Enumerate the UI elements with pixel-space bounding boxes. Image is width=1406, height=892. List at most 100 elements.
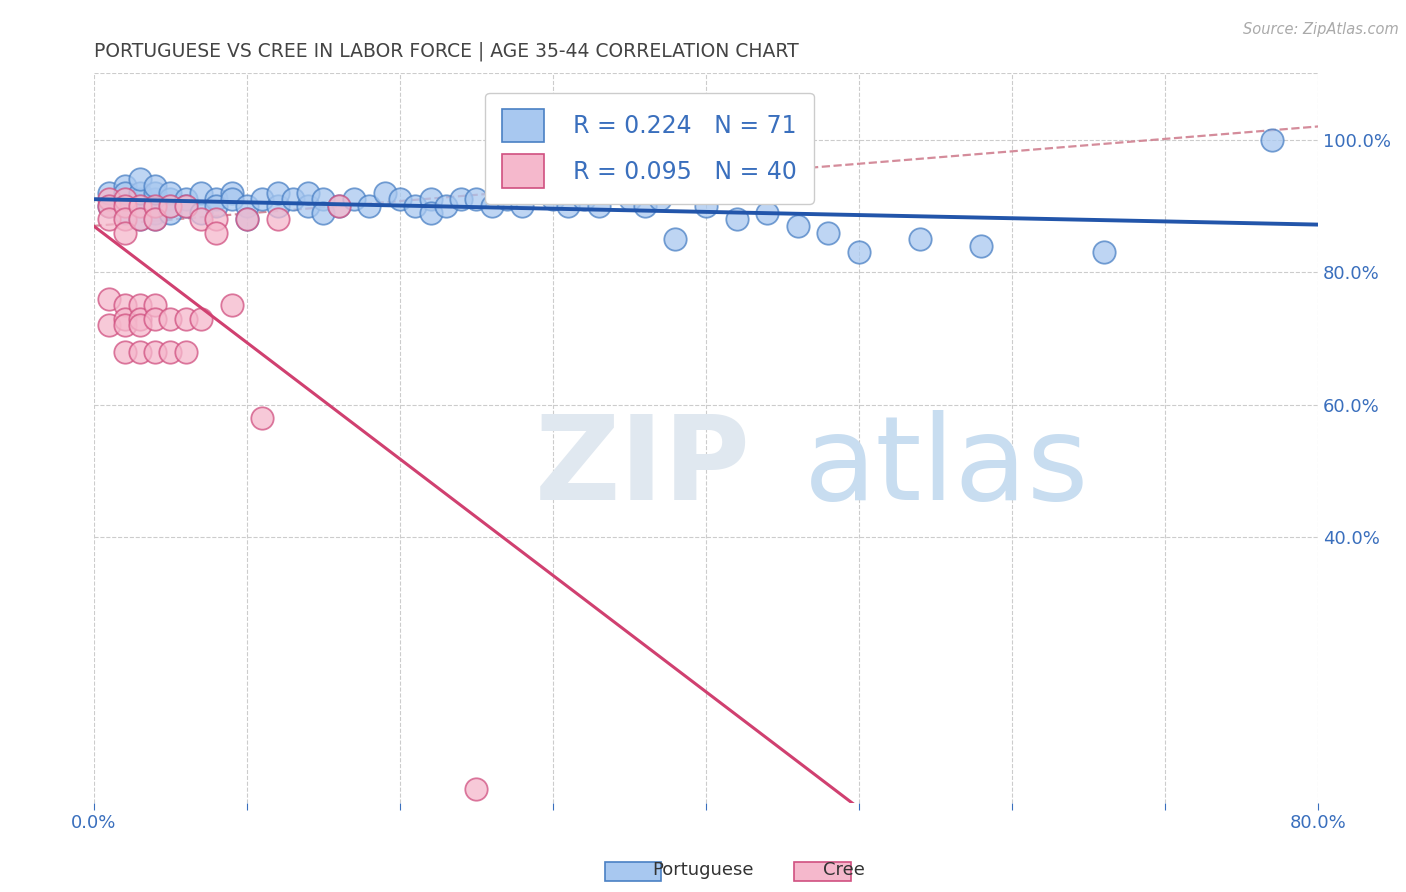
Point xyxy=(174,193,197,207)
Point xyxy=(328,199,350,213)
Point xyxy=(634,199,657,213)
Point xyxy=(205,193,228,207)
Point xyxy=(664,232,686,246)
Point xyxy=(143,212,166,227)
Point xyxy=(557,199,579,213)
Point xyxy=(159,193,181,207)
Point xyxy=(190,186,212,200)
Point xyxy=(128,318,150,333)
Point xyxy=(205,199,228,213)
Point xyxy=(434,199,457,213)
Point xyxy=(910,232,932,246)
Point xyxy=(496,193,519,207)
Point xyxy=(388,193,411,207)
Point xyxy=(572,193,595,207)
Point xyxy=(143,205,166,219)
Point xyxy=(159,311,181,326)
Point xyxy=(266,186,288,200)
Point xyxy=(817,226,839,240)
Point xyxy=(786,219,808,233)
Point xyxy=(143,199,166,213)
Point xyxy=(221,186,243,200)
Text: atlas: atlas xyxy=(804,409,1090,524)
Point xyxy=(695,199,717,213)
Point xyxy=(128,212,150,227)
Point xyxy=(159,344,181,359)
Point xyxy=(128,298,150,312)
Point xyxy=(312,193,335,207)
Point xyxy=(143,212,166,227)
Point xyxy=(1092,245,1115,260)
Point xyxy=(541,193,564,207)
Point xyxy=(98,292,121,306)
Point xyxy=(756,205,779,219)
Point xyxy=(114,186,136,200)
Text: ZIP: ZIP xyxy=(534,409,751,524)
Point xyxy=(174,344,197,359)
Point xyxy=(236,212,259,227)
Point xyxy=(128,212,150,227)
Point xyxy=(221,298,243,312)
Point xyxy=(190,205,212,219)
Point xyxy=(143,193,166,207)
Point xyxy=(98,199,121,213)
Point xyxy=(419,205,441,219)
Text: Cree: Cree xyxy=(823,861,865,879)
Point xyxy=(114,205,136,219)
Point xyxy=(465,193,488,207)
Point xyxy=(419,193,441,207)
Point xyxy=(343,193,366,207)
Point xyxy=(128,344,150,359)
Point xyxy=(266,199,288,213)
Point xyxy=(588,199,610,213)
Point xyxy=(281,193,304,207)
Legend:   R = 0.224   N = 71,   R = 0.095   N = 40: R = 0.224 N = 71, R = 0.095 N = 40 xyxy=(485,93,814,204)
Point xyxy=(205,226,228,240)
Point xyxy=(114,298,136,312)
Point xyxy=(725,212,748,227)
Point xyxy=(481,199,503,213)
Point xyxy=(114,179,136,194)
Point xyxy=(143,186,166,200)
Point xyxy=(450,193,472,207)
Point xyxy=(98,318,121,333)
Point xyxy=(114,344,136,359)
Point xyxy=(297,199,319,213)
Point xyxy=(128,311,150,326)
Text: Source: ZipAtlas.com: Source: ZipAtlas.com xyxy=(1243,22,1399,37)
Point xyxy=(143,179,166,194)
Point xyxy=(114,212,136,227)
Point xyxy=(159,186,181,200)
Point xyxy=(143,199,166,213)
Point xyxy=(98,193,121,207)
Point xyxy=(114,193,136,207)
Point xyxy=(159,199,181,213)
Point xyxy=(114,199,136,213)
Point xyxy=(190,212,212,227)
Point xyxy=(297,186,319,200)
Point xyxy=(359,199,381,213)
Point xyxy=(174,199,197,213)
Point xyxy=(114,318,136,333)
Point xyxy=(190,311,212,326)
Point xyxy=(512,199,534,213)
Point xyxy=(205,212,228,227)
Point xyxy=(143,344,166,359)
Point xyxy=(128,193,150,207)
Point xyxy=(619,193,641,207)
Point xyxy=(174,311,197,326)
Point xyxy=(236,199,259,213)
Point xyxy=(236,212,259,227)
Point xyxy=(114,193,136,207)
Point xyxy=(128,199,150,213)
Point xyxy=(114,311,136,326)
Point xyxy=(650,193,672,207)
Point xyxy=(143,298,166,312)
Point xyxy=(159,199,181,213)
Point xyxy=(328,199,350,213)
Text: Portuguese: Portuguese xyxy=(652,861,754,879)
Point xyxy=(128,172,150,186)
Point xyxy=(159,205,181,219)
Point xyxy=(404,199,426,213)
Point xyxy=(143,311,166,326)
